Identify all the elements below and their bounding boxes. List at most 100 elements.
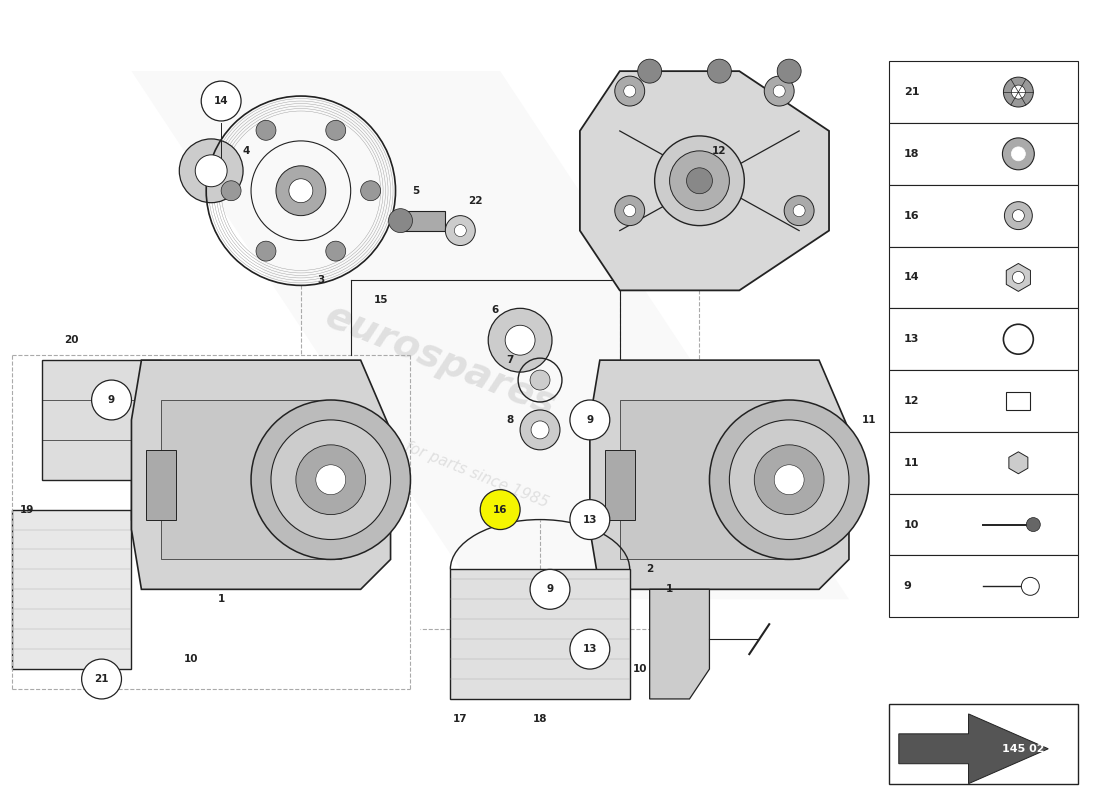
Text: 16: 16 [493,505,507,514]
Bar [1006,392,1031,410]
Text: 13: 13 [583,644,597,654]
Polygon shape [132,360,390,590]
Circle shape [1012,210,1024,222]
Bar [889,61,1078,123]
Text: 9: 9 [108,395,115,405]
Text: 16: 16 [904,210,920,221]
Polygon shape [42,360,162,519]
Polygon shape [12,510,132,669]
Text: 4: 4 [242,146,250,156]
Bar [889,123,1078,185]
Bar [605,450,635,519]
Circle shape [251,400,410,559]
Circle shape [1011,85,1025,99]
Circle shape [624,85,636,97]
Circle shape [710,400,869,559]
Circle shape [1012,271,1024,283]
Text: 9: 9 [586,415,593,425]
Text: 8: 8 [506,415,514,425]
Polygon shape [650,590,710,699]
Text: 145 02: 145 02 [1002,744,1045,754]
Circle shape [615,76,645,106]
Circle shape [256,120,276,140]
Text: 11: 11 [904,458,920,468]
Circle shape [361,181,381,201]
Circle shape [530,570,570,610]
Text: a passion for parts since 1985: a passion for parts since 1985 [330,410,550,510]
Bar [889,555,1078,618]
Text: 17: 17 [453,714,468,724]
Circle shape [570,500,609,539]
Circle shape [316,465,345,494]
Text: 13: 13 [583,514,597,525]
Circle shape [481,490,520,530]
Circle shape [326,120,345,140]
Text: 14: 14 [904,273,920,282]
Circle shape [755,445,824,514]
Text: 6: 6 [492,306,498,315]
Text: 1: 1 [218,594,224,604]
Polygon shape [590,360,849,590]
Text: 5: 5 [411,186,419,196]
Circle shape [793,205,805,217]
Circle shape [488,308,552,372]
Bar [889,704,1078,784]
Circle shape [670,151,729,210]
Circle shape [638,59,661,83]
Polygon shape [899,714,1048,784]
Text: eurospares: eurospares [319,297,561,424]
Text: 20: 20 [65,335,79,346]
Circle shape [505,326,535,355]
Circle shape [446,216,475,246]
Circle shape [91,380,132,420]
Circle shape [388,209,412,233]
Circle shape [707,59,732,83]
Circle shape [289,178,312,202]
Circle shape [326,241,345,261]
Text: 11: 11 [861,415,876,425]
Circle shape [1004,202,1032,230]
Bar [400,210,446,230]
Bar [889,494,1078,555]
Text: 15: 15 [373,295,388,306]
Polygon shape [580,71,829,290]
Polygon shape [1006,263,1031,291]
Text: 1: 1 [666,584,673,594]
Circle shape [1003,324,1033,354]
Bar [889,432,1078,494]
Bar [619,400,799,559]
Circle shape [1026,518,1041,531]
Text: 22: 22 [468,196,483,206]
Circle shape [784,196,814,226]
Circle shape [81,659,121,699]
Text: 10: 10 [184,654,198,664]
Text: 19: 19 [20,505,34,514]
Text: 10: 10 [904,519,920,530]
Circle shape [654,136,745,226]
Text: 12: 12 [712,146,727,156]
Text: 3: 3 [317,275,324,286]
Text: 13: 13 [904,334,920,344]
Circle shape [276,166,326,216]
Text: 14: 14 [213,96,229,106]
Text: 18: 18 [532,714,548,724]
Text: 10: 10 [632,664,647,674]
Circle shape [201,81,241,121]
Text: 18: 18 [904,149,920,159]
Circle shape [570,400,609,440]
Circle shape [773,85,785,97]
Circle shape [1002,138,1034,170]
Bar [146,450,176,519]
Text: 12: 12 [904,396,920,406]
Text: 9: 9 [547,584,553,594]
Circle shape [1003,77,1033,107]
Bar [889,370,1078,432]
Circle shape [764,76,794,106]
Polygon shape [1009,452,1027,474]
Circle shape [520,410,560,450]
Circle shape [729,420,849,539]
Text: 21: 21 [95,674,109,684]
Circle shape [531,421,549,439]
Circle shape [221,181,241,201]
Polygon shape [450,570,629,699]
